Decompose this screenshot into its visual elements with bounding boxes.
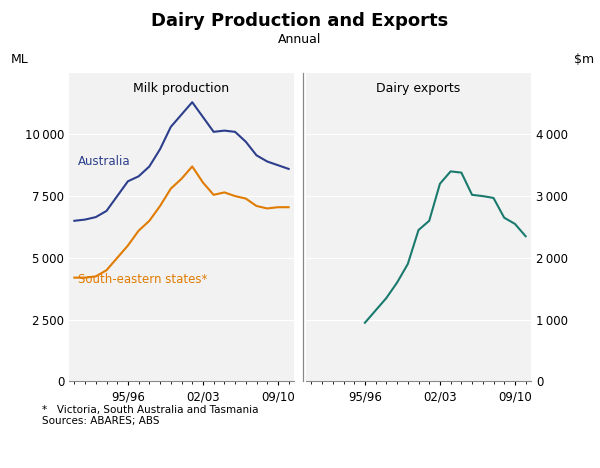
Text: ML: ML [11, 53, 28, 66]
Text: Annual: Annual [278, 33, 322, 46]
Text: $m: $m [574, 53, 594, 66]
Text: Dairy Production and Exports: Dairy Production and Exports [151, 12, 449, 29]
Text: Australia: Australia [78, 155, 131, 168]
Text: South-eastern states*: South-eastern states* [78, 272, 208, 285]
Text: Milk production: Milk production [133, 82, 230, 95]
Text: Dairy exports: Dairy exports [376, 82, 461, 95]
Text: *   Victoria, South Australia and Tasmania
Sources: ABARES; ABS: * Victoria, South Australia and Tasmania… [42, 405, 259, 426]
